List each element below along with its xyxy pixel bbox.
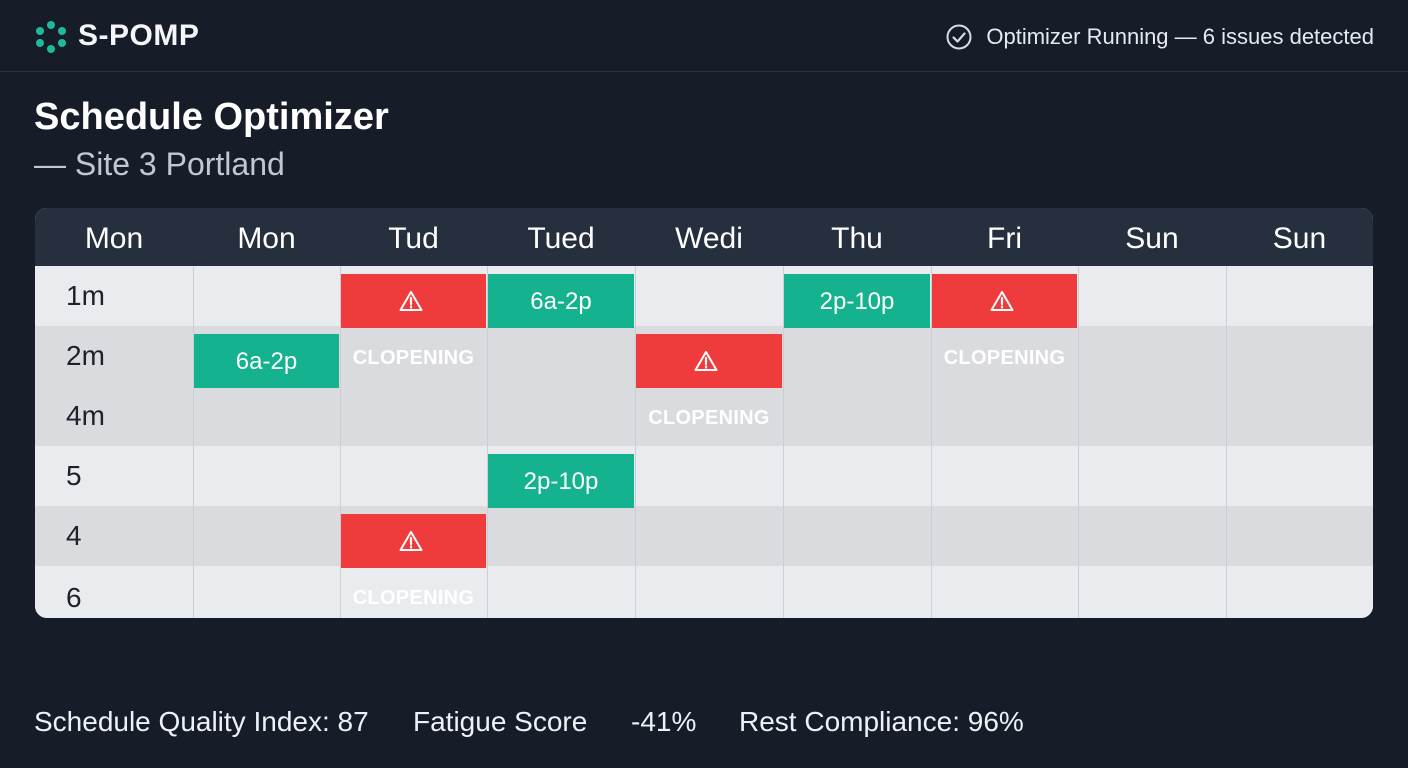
warning-triangle-icon xyxy=(399,531,422,551)
schedule-grid: Mon Mon Tud Tued Wedi Thu Fri Sun Sun 1m 2m 4m 5 4 6 C… xyxy=(35,208,1373,618)
clopening-warning-cell[interactable]: CLOPENING xyxy=(932,274,1077,369)
clopening-warning-cell[interactable]: CLOPENING xyxy=(341,514,486,609)
day-header-7: Sun xyxy=(1125,222,1179,255)
rest-compliance: Rest Compliance: 96% xyxy=(739,706,1024,737)
cell-label: CLOPENING xyxy=(648,407,770,429)
page-subtitle: — Site 3 Portland xyxy=(34,146,285,182)
column-divider xyxy=(193,266,194,618)
column-divider xyxy=(1078,266,1079,618)
page-title: Schedule Optimizer xyxy=(34,96,389,138)
brand[interactable]: S-POMP xyxy=(34,16,199,56)
cell-label: CLOPENING xyxy=(352,587,475,609)
schedule-row: 4m xyxy=(35,386,1373,446)
schedule-row: 1m xyxy=(35,266,1373,326)
row-label: 1m xyxy=(66,280,105,311)
quality-index: Schedule Quality Index: 87 xyxy=(34,706,369,737)
clopening-warning-cell[interactable]: CLOPENING xyxy=(341,274,486,369)
day-header-8: Sun xyxy=(1272,222,1327,255)
status-text: Optimizer Running — 6 issues detected xyxy=(986,24,1374,49)
column-divider xyxy=(340,266,341,618)
fatigue-score-value: -41% xyxy=(631,706,697,737)
row-label: 2m xyxy=(66,340,105,371)
clopening-warning-cell[interactable]: CLOPENING xyxy=(636,334,782,429)
column-divider xyxy=(783,266,784,618)
warning-triangle-icon xyxy=(694,351,718,371)
cell-label: 6a-2p xyxy=(235,348,298,375)
shift-cell[interactable]: 2p-10p xyxy=(488,454,634,508)
day-header-0: Mon xyxy=(84,222,144,255)
shift-cell[interactable]: 6a-2p xyxy=(194,334,339,388)
row-label: 4 xyxy=(66,520,82,551)
column-divider xyxy=(635,266,636,618)
schedule-row: 4 xyxy=(35,506,1373,566)
shift-cell[interactable]: 6a-2p xyxy=(488,274,634,328)
day-header-3: Tued xyxy=(527,222,595,255)
warning-triangle-icon xyxy=(399,291,422,311)
day-header-row: Mon Mon Tud Tued Wedi Thu Fri Sun Sun xyxy=(35,208,1373,266)
cell-label: CLOPENING xyxy=(352,347,475,369)
cell-label: CLOPENING xyxy=(943,347,1066,369)
day-header-1: Mon xyxy=(237,222,296,255)
row-label: 4m xyxy=(66,400,105,431)
warning-triangle-icon xyxy=(990,291,1013,311)
hexagon-dots-logo-icon xyxy=(34,19,68,53)
column-divider xyxy=(931,266,932,618)
shift-cell[interactable]: 2p-10p xyxy=(784,274,930,328)
column-divider xyxy=(487,266,488,618)
day-header-4: Wedi xyxy=(675,222,743,255)
top-bar: S-POMP Optimizer Running — 6 issues dete… xyxy=(0,0,1408,72)
metrics-bar: Schedule Quality Index: 87 Fatigue Score… xyxy=(0,706,1408,740)
row-label: 6 xyxy=(66,582,82,613)
fatigue-score-label: Fatigue Score xyxy=(413,706,588,737)
day-header-5: Thu xyxy=(831,222,883,255)
row-label: 5 xyxy=(66,460,82,491)
optimizer-status: Optimizer Running — 6 issues detected xyxy=(946,24,1374,50)
brand-name: S-POMP xyxy=(78,19,200,52)
cell-label: 2p-10p xyxy=(523,468,599,495)
column-divider xyxy=(1226,266,1227,618)
day-header-6: Fri xyxy=(987,222,1022,255)
check-circle-icon xyxy=(946,24,972,50)
schedule-row: 5 xyxy=(35,446,1373,506)
day-header-2: Tud xyxy=(388,222,439,255)
cell-label: 6a-2p xyxy=(530,288,592,315)
cell-label: 2p-10p xyxy=(819,288,895,315)
schedule-row: 6 xyxy=(35,566,1373,618)
